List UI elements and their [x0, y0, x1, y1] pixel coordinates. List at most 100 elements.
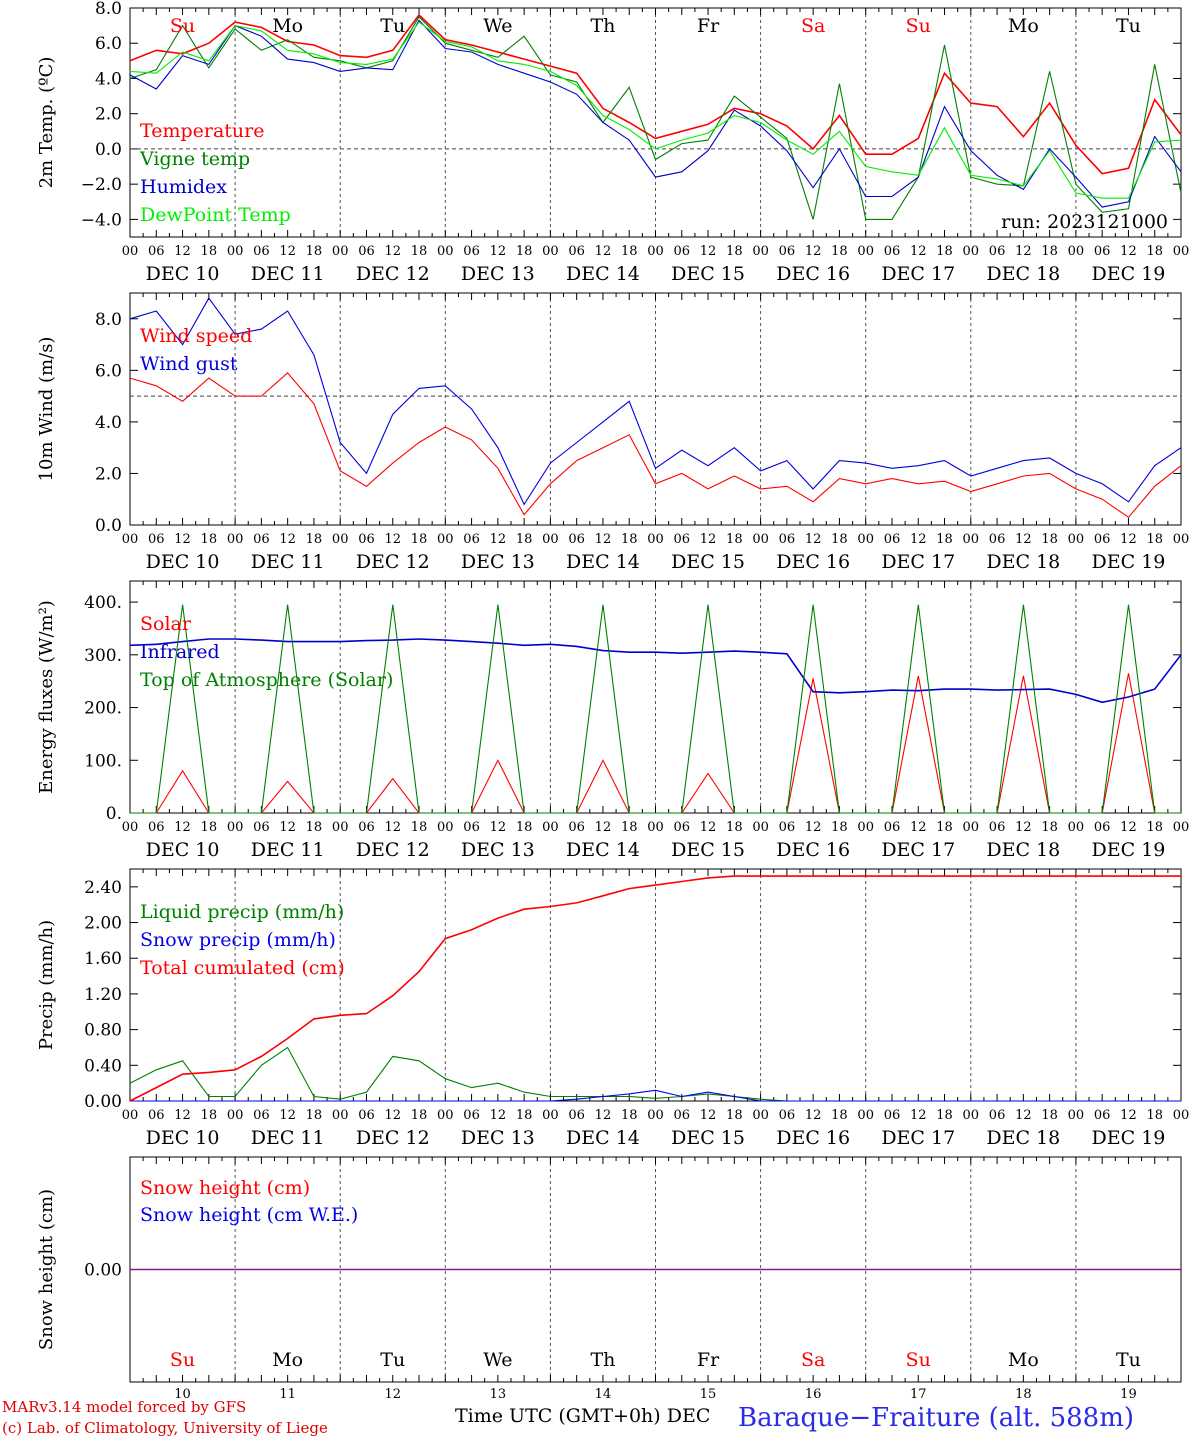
date-label: DEC 13: [461, 263, 535, 285]
y-axis-title: Precip (mm/h): [36, 920, 57, 1050]
hour-tick-label: 12: [1015, 820, 1032, 835]
weekday-label: Su: [906, 1349, 931, 1371]
hour-tick-label: 00: [1068, 244, 1085, 259]
hour-tick-label: 18: [516, 1108, 533, 1123]
hour-tick-label: 12: [1120, 820, 1137, 835]
day-number-label: 16: [805, 1387, 822, 1402]
hour-tick-label: 18: [411, 244, 428, 259]
hour-tick-label: 12: [910, 820, 927, 835]
hour-tick-label: 00: [963, 1108, 980, 1123]
y-tick-label: 4.0: [95, 69, 122, 89]
date-label: DEC 11: [251, 551, 325, 573]
date-label: DEC 17: [881, 551, 955, 573]
hour-tick-label: 06: [358, 244, 375, 259]
hour-tick-label: 12: [595, 244, 612, 259]
hour-tick-label: 06: [989, 1108, 1006, 1123]
hour-tick-label: 00: [122, 820, 139, 835]
date-label: DEC 12: [356, 839, 430, 861]
y-tick-label: 6.0: [95, 361, 122, 381]
hour-tick-label: 18: [726, 244, 743, 259]
y-tick-label: 8.0: [95, 310, 122, 330]
day-number-label: 15: [700, 1387, 717, 1402]
y-tick-label: 200.: [84, 699, 122, 719]
y-tick-label: 400.: [84, 593, 122, 613]
hour-tick-label: 06: [884, 244, 901, 259]
hour-tick-label: 06: [358, 532, 375, 547]
hour-tick-label: 12: [805, 820, 822, 835]
date-label: DEC 12: [356, 263, 430, 285]
hour-tick-label: 18: [1041, 1108, 1058, 1123]
legend-entry: Solar: [140, 613, 192, 635]
hour-tick-label: 18: [936, 820, 953, 835]
hour-tick-label: 00: [752, 1108, 769, 1123]
hour-tick-label: 18: [621, 820, 638, 835]
hour-tick-label: 12: [279, 532, 296, 547]
date-label: DEC 16: [776, 263, 850, 285]
y-tick-label: 4.0: [95, 413, 122, 433]
y-tick-label: 6.0: [95, 34, 122, 54]
hour-tick-label: 06: [568, 532, 585, 547]
hour-tick-label: 12: [910, 1108, 927, 1123]
hour-tick-label: 06: [568, 1108, 585, 1123]
hour-tick-label: 12: [805, 532, 822, 547]
panel-2: 8.0 6.0 4.0 2.0 0.0 10m Wind (m/s) Wind speed W…: [36, 292, 1189, 573]
hour-tick-label: 12: [384, 244, 401, 259]
hour-tick-label: 18: [726, 820, 743, 835]
hour-tick-label: 12: [595, 1108, 612, 1123]
hour-tick-label: 12: [490, 1108, 507, 1123]
hour-tick-label: 18: [306, 532, 323, 547]
hour-tick-label: 00: [227, 820, 244, 835]
hour-tick-label: 00: [1068, 820, 1085, 835]
hour-tick-label: 06: [253, 820, 270, 835]
date-label: DEC 18: [986, 1127, 1060, 1149]
date-label: DEC 18: [986, 551, 1060, 573]
day-number-label: 19: [1120, 1387, 1137, 1402]
date-label: DEC 10: [146, 551, 220, 573]
hour-tick-label: 18: [306, 1108, 323, 1123]
hour-tick-label: 18: [201, 244, 218, 259]
hour-tick-label: 06: [884, 532, 901, 547]
date-label: DEC 14: [566, 839, 640, 861]
day-number-label: 18: [1015, 1387, 1032, 1402]
run-label: run: 2023121000: [1001, 211, 1168, 233]
hour-tick-label: 18: [516, 532, 533, 547]
hour-tick-label: 18: [831, 532, 848, 547]
hour-tick-label: 12: [384, 1108, 401, 1123]
weekday-label: Su: [170, 15, 195, 37]
date-label: DEC 14: [566, 263, 640, 285]
hour-tick-label: 06: [674, 532, 691, 547]
date-label: DEC 10: [146, 1127, 220, 1149]
day-number-label: 12: [384, 1387, 401, 1402]
hour-tick-label: 18: [1146, 532, 1163, 547]
hour-tick-label: 18: [726, 1108, 743, 1123]
date-label: DEC 17: [881, 839, 955, 861]
weekday-label: We: [483, 1349, 512, 1371]
weekday-label: Tu: [1116, 15, 1141, 37]
hour-tick-label: 18: [621, 1108, 638, 1123]
station-name: Baraque−Fraiture (alt. 588m): [738, 1403, 1135, 1433]
hour-tick-label: 18: [831, 1108, 848, 1123]
hour-tick-label: 12: [910, 532, 927, 547]
date-label: DEC 10: [146, 263, 220, 285]
legend-entry: Snow height (cm W.E.): [140, 1204, 358, 1226]
y-tick-label: 2.00: [84, 914, 122, 934]
hour-tick-label: 12: [1015, 1108, 1032, 1123]
legend-entry: Wind speed: [140, 325, 252, 347]
hour-tick-label: 00: [647, 532, 664, 547]
hour-tick-label: 06: [674, 1108, 691, 1123]
hour-tick-label: 00: [542, 820, 559, 835]
weekday-label: We: [483, 15, 512, 37]
date-label: DEC 12: [356, 1127, 430, 1149]
hour-tick-label: 12: [595, 532, 612, 547]
hour-tick-label: 00: [1068, 532, 1085, 547]
hour-tick-label: 06: [989, 244, 1006, 259]
hour-tick-label: 06: [989, 820, 1006, 835]
y-tick-label: 0.0: [95, 516, 122, 536]
hour-tick-label: 12: [910, 244, 927, 259]
weekday-label: Tu: [380, 15, 405, 37]
hour-tick-label: 06: [568, 820, 585, 835]
hour-tick-label: 12: [490, 244, 507, 259]
hour-tick-label: 00: [963, 820, 980, 835]
time-axis-title-text: Time UTC (GMT+0h): [455, 1405, 661, 1427]
hour-tick-label: 18: [516, 820, 533, 835]
